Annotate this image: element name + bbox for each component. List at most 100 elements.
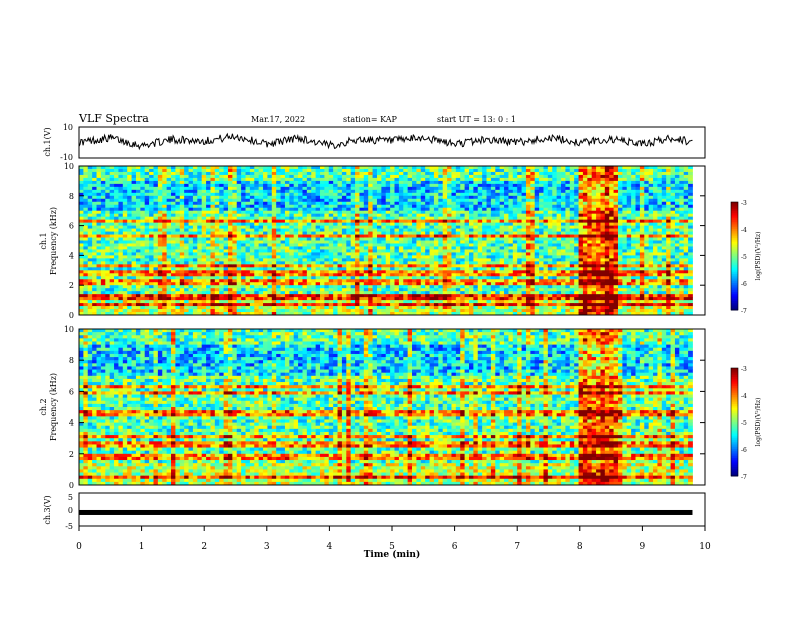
spectrogram-cell	[100, 210, 106, 215]
spectrogram-cell	[105, 168, 111, 173]
spectrogram-cell	[346, 225, 352, 229]
spectrogram-cell	[490, 225, 496, 229]
spectrogram-cell	[206, 186, 211, 191]
spectrogram-cell	[390, 198, 395, 203]
spectrogram-cell	[96, 192, 102, 197]
spectrogram-cell	[96, 279, 102, 283]
spectrogram-cell	[350, 180, 356, 185]
spectrogram-cell	[254, 276, 260, 280]
spectrogram-cell	[236, 237, 242, 241]
spectrogram-cell	[284, 189, 290, 194]
spectrogram-cell	[96, 213, 102, 218]
spectrogram-cell	[144, 267, 150, 271]
spectrogram-cell	[135, 255, 141, 259]
spectrogram-cell	[508, 183, 514, 188]
spectrogram-cell	[153, 177, 159, 182]
spectrogram-cell	[368, 303, 373, 307]
spectrogram-cell	[504, 207, 509, 212]
spectrogram-cell	[236, 219, 242, 224]
spectrogram-cell	[175, 213, 181, 218]
spectrogram-cell	[232, 261, 238, 265]
spectrogram-cell	[149, 258, 154, 262]
spectrogram-cell	[241, 276, 246, 280]
spectrogram-cell	[83, 192, 89, 197]
spectrogram-cell	[486, 180, 492, 185]
spectrogram-cell	[407, 228, 413, 232]
spectrogram-cell	[499, 168, 505, 173]
spectrogram-cell	[210, 198, 216, 203]
spectrogram-cell	[385, 264, 391, 268]
spectrogram-cell	[442, 297, 448, 301]
spectrogram-cell	[447, 222, 452, 226]
spectrogram-cell	[188, 273, 194, 277]
spectrogram-cell	[324, 225, 330, 229]
spectrogram-cell	[451, 294, 457, 298]
spectrogram-cell	[219, 297, 224, 301]
spectrogram-cell	[241, 166, 246, 170]
spectrogram-cell	[504, 288, 509, 292]
spectrogram-cell	[79, 186, 84, 191]
spectrogram-cell	[135, 249, 141, 253]
spectrogram-cell	[83, 300, 89, 304]
spectrogram-cell	[127, 210, 132, 215]
spectrogram-cell	[79, 261, 84, 265]
spectrogram-cell	[219, 240, 224, 244]
spectrogram-cell	[144, 312, 150, 316]
spectrogram-cell	[166, 204, 172, 209]
spectrogram-cell	[504, 192, 509, 197]
spectrogram-cell	[214, 216, 220, 221]
spectrogram-cell	[320, 294, 325, 298]
spectrogram-cell	[293, 231, 299, 235]
spectrogram-cell	[201, 186, 207, 191]
spectrogram-cell	[267, 201, 273, 206]
spectrogram-cell	[306, 312, 312, 316]
spectrogram-cell	[144, 282, 150, 286]
spectrogram-cell	[350, 267, 356, 271]
spectrogram-cell	[276, 303, 281, 307]
spectrogram-cell	[403, 219, 409, 224]
ch1-ytick-top: 10	[63, 123, 73, 132]
spectrogram-cell	[504, 249, 509, 253]
spectrogram-cell	[320, 177, 325, 182]
spectrogram-cell	[298, 231, 303, 235]
spectrogram-cell	[433, 237, 439, 241]
spectrogram-cell	[122, 267, 128, 271]
spectrogram-cell	[122, 219, 128, 224]
spectrogram-cell	[284, 210, 290, 215]
spectrogram-cell	[267, 243, 273, 247]
spectrogram-cell	[201, 195, 207, 200]
spectrogram-cell	[284, 177, 290, 182]
spectrogram-cell	[442, 201, 448, 206]
spectrogram-cell	[263, 267, 268, 271]
spectrogram-cell	[280, 291, 286, 295]
spectrogram-cell	[412, 192, 417, 197]
spectrogram-cell	[482, 177, 487, 182]
spectrogram-cell	[254, 243, 260, 247]
spectrogram-cell	[201, 258, 207, 262]
spectrogram-cell	[171, 231, 176, 235]
ch1-ytick-bottom: -10	[60, 153, 73, 162]
spectrogram-cell	[100, 171, 106, 176]
spectrogram-cell	[280, 166, 286, 170]
spectrogram-cell	[236, 240, 242, 244]
spectrogram-cell	[245, 249, 251, 253]
spectrogram-cell	[416, 258, 422, 262]
spectrogram-cell	[284, 303, 290, 307]
spectrogram-cell	[447, 288, 452, 292]
spectrogram-cell	[455, 177, 461, 182]
spectrogram-cell	[232, 273, 238, 277]
spectrogram-cell	[455, 174, 461, 179]
spectrogram-cell	[407, 201, 413, 206]
spectrogram-cell	[460, 195, 466, 200]
spectrogram-cell	[403, 189, 409, 194]
spectrogram-cell	[105, 255, 111, 259]
spectrogram-cell	[298, 240, 303, 244]
spectrogram-cell	[359, 252, 365, 256]
spectrogram-cell	[232, 309, 238, 313]
spectrogram-cell	[398, 294, 404, 298]
spectrogram-cell	[219, 213, 224, 218]
spectrogram-cell	[223, 243, 229, 247]
spectrogram-cell	[223, 291, 229, 295]
spectrogram-cell	[109, 243, 115, 247]
spectrogram-cell	[320, 273, 325, 277]
